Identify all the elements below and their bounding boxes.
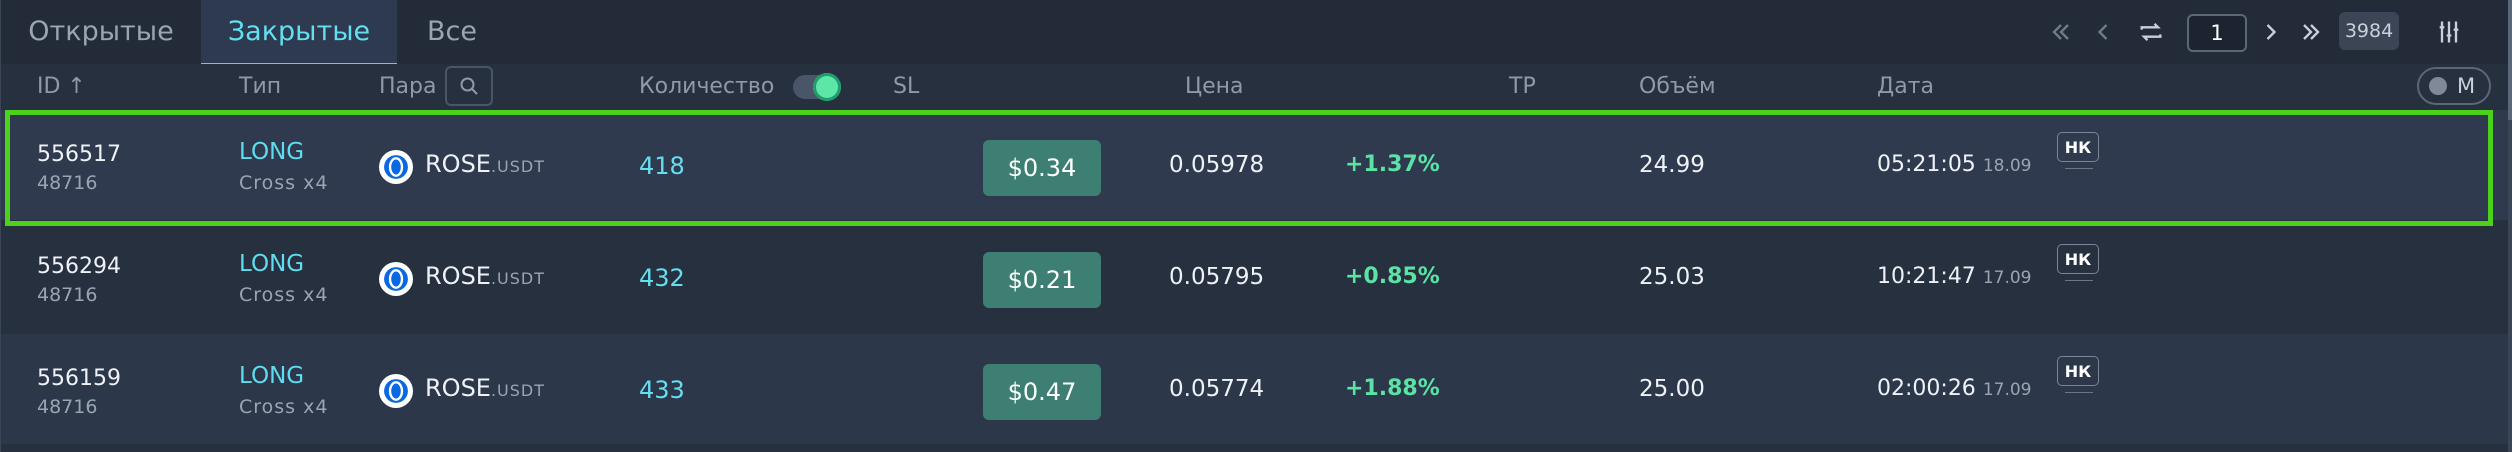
trade-time: 02:00:26 (1877, 376, 1976, 401)
trade-date: 10:21:47 17.09 (1877, 264, 2031, 289)
filter-settings-icon[interactable] (2429, 12, 2469, 52)
rose-coin-icon (379, 374, 413, 408)
trade-date: 02:00:26 17.09 (1877, 376, 2031, 401)
badge-underline (2065, 168, 2093, 169)
price-change: +0.85% (1345, 264, 1440, 289)
table-row[interactable]: 556294 48716 LONG Cross x4 ROSE.USDT 432… (1, 222, 2509, 332)
trade-quantity: 418 (639, 152, 685, 180)
page-number-input[interactable]: 1 (2187, 14, 2247, 52)
search-icon (460, 77, 478, 95)
trade-time: 05:21:05 (1877, 152, 1976, 177)
trade-id: 556294 (37, 254, 121, 279)
rose-coin-icon (379, 150, 413, 184)
trade-date: 05:21:05 18.09 (1877, 152, 2031, 177)
tab-all[interactable]: Все (427, 16, 477, 47)
toggle-knob (813, 73, 841, 101)
rose-coin-icon (379, 262, 413, 296)
col-tp: TP (1509, 74, 1536, 99)
col-pair: Пара (379, 74, 437, 99)
trade-side: LONG (239, 139, 305, 165)
trade-time: 10:21:47 (1877, 264, 1976, 289)
price-change: +1.37% (1345, 152, 1440, 177)
table-row[interactable]: 556517 48716 LONG Cross x4 ROSE.USDT 418… (1, 110, 2509, 220)
trade-day: 18.09 (1982, 156, 2032, 176)
trade-id: 556159 (37, 366, 121, 391)
pair-base: ROSE (425, 374, 491, 402)
col-sl: SL (893, 74, 920, 99)
col-type: Тип (239, 74, 282, 99)
trade-price: 0.05795 (1169, 264, 1265, 290)
tab-closed[interactable]: Закрытые (201, 0, 397, 65)
trade-margin: Cross x4 (239, 396, 329, 418)
trade-margin: Cross x4 (239, 284, 329, 306)
vertical-scrollbar[interactable] (2508, 0, 2512, 452)
pair-quote: .USDT (490, 381, 546, 400)
pair-search-button[interactable] (445, 66, 493, 106)
trade-day: 17.09 (1982, 380, 2032, 400)
nk-badge[interactable]: НК (2057, 356, 2099, 386)
trade-volume: 24.99 (1639, 152, 1705, 178)
pair-quote: .USDT (490, 269, 546, 288)
table-header: ID ↑ Тип Пара Количество SL Цена TP Объё… (1, 64, 2509, 110)
sl-button[interactable]: $0.21 (983, 252, 1101, 308)
badge-underline (2065, 392, 2093, 393)
badge-underline (2065, 280, 2093, 281)
sl-button[interactable]: $0.47 (983, 364, 1101, 420)
trade-sub-id: 48716 (37, 396, 98, 418)
trade-margin: Cross x4 (239, 172, 329, 194)
trade-day: 17.09 (1982, 268, 2032, 288)
trade-sub-id: 48716 (37, 284, 98, 306)
table-row[interactable]: 556159 48716 LONG Cross x4 ROSE.USDT 433… (1, 334, 2509, 444)
trade-side: LONG (239, 363, 305, 389)
m-toggle-label: M (2457, 74, 2476, 98)
total-count-badge: 3984 (2339, 12, 2399, 50)
tab-open[interactable]: Открытые (28, 16, 174, 47)
sl-button[interactable]: $0.34 (983, 140, 1101, 196)
trade-pair: ROSE.USDT (425, 374, 545, 402)
trade-id: 556517 (37, 142, 121, 167)
nk-badge[interactable]: НК (2057, 132, 2099, 162)
col-id[interactable]: ID ↑ (37, 74, 86, 99)
quantity-toggle[interactable] (793, 73, 841, 101)
trade-sub-id: 48716 (37, 172, 98, 194)
double-chevron-left-icon[interactable] (2041, 12, 2081, 52)
chevron-right-icon[interactable] (2251, 12, 2291, 52)
trade-price: 0.05774 (1169, 376, 1265, 402)
nk-badge[interactable]: НК (2057, 244, 2099, 274)
chevron-left-icon[interactable] (2083, 12, 2123, 52)
trade-side: LONG (239, 251, 305, 277)
col-price: Цена (1185, 74, 1244, 99)
trade-volume: 25.03 (1639, 264, 1705, 290)
col-quantity: Количество (639, 74, 775, 99)
refresh-icon[interactable] (2131, 12, 2171, 52)
m-toggle[interactable]: M (2417, 67, 2491, 105)
trade-quantity: 432 (639, 264, 685, 292)
trade-volume: 25.00 (1639, 376, 1705, 402)
price-change: +1.88% (1345, 376, 1440, 401)
pair-base: ROSE (425, 150, 491, 178)
double-chevron-right-icon[interactable] (2291, 12, 2331, 52)
trade-pair: ROSE.USDT (425, 150, 545, 178)
col-date: Дата (1877, 74, 1934, 99)
trade-quantity: 433 (639, 376, 685, 404)
m-toggle-dot (2429, 77, 2447, 95)
tab-bar: Открытые Закрытые Все 1 3984 (1, 0, 2509, 65)
pair-base: ROSE (425, 262, 491, 290)
col-volume: Объём (1639, 74, 1716, 99)
pair-quote: .USDT (490, 157, 546, 176)
scrollbar-thumb[interactable] (2508, 0, 2512, 120)
trade-price: 0.05978 (1169, 152, 1265, 178)
trade-pair: ROSE.USDT (425, 262, 545, 290)
